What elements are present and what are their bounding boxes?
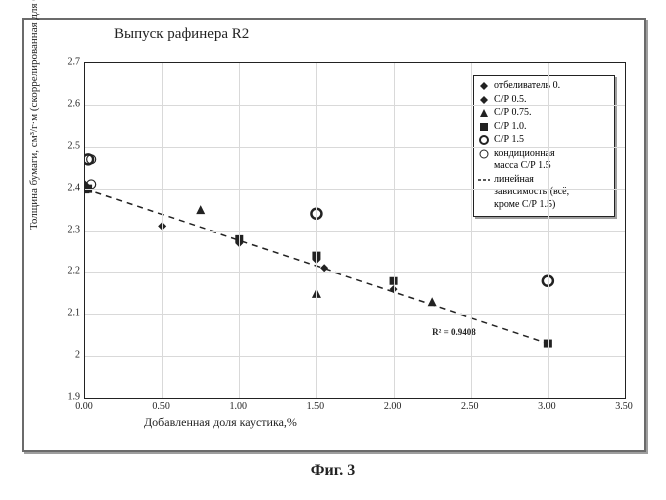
figure-caption: Фиг. 3 [0, 462, 666, 480]
legend-item: линейная зависимость (всё, кроме С/Р 1.5… [478, 174, 608, 212]
legend-symbol [478, 80, 490, 92]
r-squared-label: R² = 0.9408 [432, 327, 476, 337]
x-tick-label: 3.00 [538, 401, 556, 412]
marker-triangle [196, 205, 205, 214]
x-tick-label: 3.50 [615, 401, 633, 412]
x-axis-label: Добавленная доля каустика,% [144, 415, 297, 430]
y-tick-label: 2.6 [50, 98, 80, 109]
y-tick-label: 2.4 [50, 182, 80, 193]
y-tick-label: 2.1 [50, 308, 80, 319]
legend-item: отбеливатель 0. [478, 80, 608, 93]
legend-symbol [478, 134, 490, 146]
legend-symbol [478, 148, 490, 160]
marker-triangle [428, 297, 437, 306]
x-tick-label: 2.00 [384, 401, 402, 412]
legend-symbol [478, 121, 490, 133]
y-axis-label: Толщина бумаги, см³/г·м (скоррелированна… [28, 0, 40, 230]
gridline-h [85, 272, 625, 273]
legend-label: кондиционная масса С/Р 1.5 [494, 148, 555, 173]
gridline-h [85, 105, 625, 106]
y-tick-label: 2.3 [50, 224, 80, 235]
figure-frame: Выпуск рафинера R2 Толщина бумаги, см³/г… [22, 18, 646, 452]
marker-diamond [320, 264, 328, 272]
legend-item: С/Р 1.5 [478, 134, 608, 147]
chart-title: Выпуск рафинера R2 [114, 26, 249, 43]
x-tick-label: 0.00 [75, 401, 93, 412]
x-tick-label: 1.00 [230, 401, 248, 412]
y-tick-label: 2.5 [50, 140, 80, 151]
gridline-h [85, 147, 625, 148]
gridline-h [85, 314, 625, 315]
page-root: Выпуск рафинера R2 Толщина бумаги, см³/г… [0, 0, 666, 500]
legend-label: линейная зависимость (всё, кроме С/Р 1.5… [494, 174, 569, 212]
legend-symbol [478, 107, 490, 119]
legend-symbol [478, 174, 490, 186]
legend-label: С/Р 1.5 [494, 134, 524, 147]
x-tick-label: 2.50 [461, 401, 479, 412]
x-tick-label: 0.50 [152, 401, 170, 412]
legend-item: кондиционная масса С/Р 1.5 [478, 148, 608, 173]
y-tick-label: 1.9 [50, 392, 80, 403]
legend-item: С/Р 1.0. [478, 121, 608, 134]
x-tick-label: 1.50 [307, 401, 325, 412]
gridline-h [85, 189, 625, 190]
y-tick-label: 2 [50, 350, 80, 361]
legend-label: С/Р 1.0. [494, 121, 527, 134]
y-tick-label: 2.2 [50, 266, 80, 277]
legend-label: С/Р 0.75. [494, 107, 532, 120]
y-tick-label: 2.7 [50, 57, 80, 68]
gridline-h [85, 231, 625, 232]
legend-item: С/Р 0.75. [478, 107, 608, 120]
plot-area: отбеливатель 0.С/Р 0.5.С/Р 0.75.С/Р 1.0.… [84, 62, 626, 399]
gridline-h [85, 356, 625, 357]
legend-label: отбеливатель 0. [494, 80, 560, 93]
legend-symbol [478, 94, 490, 106]
